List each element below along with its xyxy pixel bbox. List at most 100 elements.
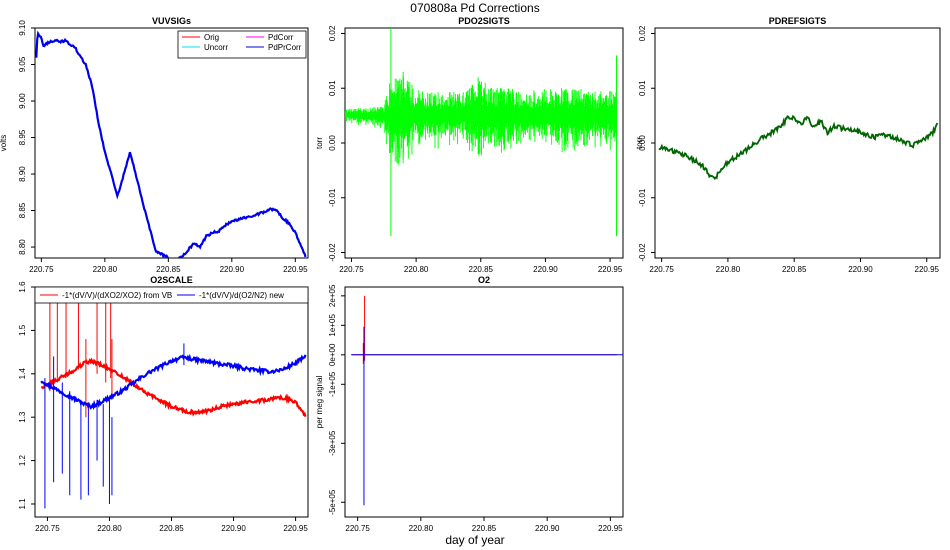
- plot-area: [345, 28, 618, 237]
- y-tick-label: 8.95: [18, 129, 27, 145]
- x-tick-label: 220.80: [93, 265, 118, 274]
- y-tick-label: -0.01: [638, 188, 647, 207]
- legend-box: [34, 286, 309, 304]
- x-tick-label: 220.90: [221, 524, 246, 533]
- plot-frame: [654, 27, 941, 259]
- y-axis-label: torr: [315, 137, 324, 149]
- series-1: [351, 295, 617, 364]
- x-tick-label: 220.80: [716, 265, 741, 274]
- x-tick-label: 220.90: [535, 524, 560, 533]
- legend: -1*(dV/V)/(dXO2/XO2) from VB -1*(dV/V)/d(…: [34, 286, 309, 304]
- legend-label: Orig: [204, 33, 219, 42]
- y-tick-label: 1.3: [18, 411, 27, 423]
- y-tick-label: 0.02: [638, 25, 647, 41]
- legend-box: [177, 30, 307, 59]
- x-tick-label: 220.90: [848, 265, 873, 274]
- y-tick-label: 0.01: [638, 80, 647, 96]
- y-tick-label: 9.10: [18, 20, 27, 36]
- y-axis-label: torr: [635, 137, 644, 149]
- series-2: [40, 343, 307, 509]
- series-line: [658, 114, 939, 181]
- x-tick-label: 220.75: [649, 265, 674, 274]
- y-tick-label: -1e+05: [328, 371, 337, 397]
- y-tick-label: 0e+00: [328, 343, 337, 366]
- x-tick-label: 220.75: [345, 524, 370, 533]
- series-line: [40, 357, 307, 418]
- y-axis-label: volts: [0, 135, 8, 151]
- legend-label: Uncorr: [204, 43, 228, 52]
- series-1: [658, 114, 939, 181]
- chart-title: PDO2SIGTS: [458, 16, 510, 26]
- y-tick-label: 8.80: [18, 239, 27, 255]
- y-tick-label: 1.6: [18, 281, 27, 293]
- panel-pdrefsigts: PDREFSIGTS 220.75 220.80 220.85 220.90 220.95…: [635, 16, 941, 274]
- chart-title: VUVSIGs: [152, 16, 191, 26]
- y-tick-label: 1.5: [18, 324, 27, 336]
- y-tick-label: 9.00: [18, 93, 27, 109]
- y-tick-label: 0.01: [328, 80, 337, 96]
- panel-pdo2sigts: PDO2SIGTS 220.75 220.80 220.85 220.90 220.95 -…: [315, 16, 624, 274]
- series-2: [351, 326, 623, 506]
- page-title: 070808a Pd Corrections: [410, 1, 539, 15]
- y-tick-label: 0.02: [328, 25, 337, 41]
- x-tick-label: 220.95: [915, 265, 940, 274]
- chart-title: O2SCALE: [150, 275, 193, 285]
- plot-area: [35, 30, 307, 258]
- x-tick-label: 220.95: [283, 524, 308, 533]
- series-1: [40, 287, 307, 418]
- y-tick-label: 8.85: [18, 202, 27, 218]
- legend: Orig PdCorr Uncorr PdPrCorr: [177, 30, 307, 59]
- x-tick-label: 220.95: [283, 265, 308, 274]
- y-tick-label: 1e+05: [328, 314, 337, 337]
- legend-label: -1*(dV/V)/(dXO2/XO2) from VB: [62, 291, 172, 300]
- plot-area: [40, 287, 307, 509]
- y-tick-label: 2e+05: [328, 284, 337, 307]
- y-tick-label: 0.00: [328, 135, 337, 151]
- y-tick-label: 1.1: [18, 498, 27, 510]
- x-tick-label: 220.95: [598, 265, 623, 274]
- x-tick-label: 220.80: [97, 524, 122, 533]
- legend-label: -1*(dV/V)/d(O2/N2) new: [199, 291, 284, 300]
- y-tick-label: -5e+05: [328, 489, 337, 515]
- series-1: [35, 30, 307, 258]
- y-tick-label: 0.00: [638, 135, 647, 151]
- y-tick-label: 8.90: [18, 166, 27, 182]
- y-tick-label: -0.02: [328, 243, 337, 262]
- x-tick-label: 220.85: [156, 265, 181, 274]
- plot-area: [351, 295, 623, 506]
- x-tick-label: 220.75: [339, 265, 364, 274]
- y-tick-label: -3e+05: [328, 430, 337, 456]
- y-tick-label: 1.4: [18, 368, 27, 380]
- y-tick-label: 9.05: [18, 56, 27, 72]
- y-tick-label: -0.02: [638, 243, 647, 262]
- legend-label: PdCorr: [268, 33, 294, 42]
- plot-frame: [34, 27, 309, 259]
- x-tick-label: 220.95: [598, 524, 623, 533]
- x-tick-label: 220.90: [220, 265, 245, 274]
- x-tick-label: 220.85: [472, 524, 497, 533]
- x-tick-label: 220.75: [35, 524, 60, 533]
- chart-title: O2: [478, 275, 490, 285]
- series-line: [40, 353, 307, 411]
- panel-vuvsigs: VUVSIGs 220.75 220.80 220.85 220.90 220.95 8.8…: [0, 16, 309, 274]
- plot-frame: [344, 286, 624, 518]
- x-tick-label: 220.80: [404, 265, 429, 274]
- panel-o2: O2 220.75 220.80 220.85 220.90 220.95 -5e+05 -3…: [315, 275, 624, 533]
- x-axis-label: day of year: [445, 533, 504, 547]
- plot-area: [658, 114, 939, 181]
- panel-o2scale: O2SCALE 220.75 220.80 220.85 220.90 220.95 1.1…: [18, 275, 309, 533]
- x-tick-label: 220.80: [409, 524, 434, 533]
- x-tick-label: 220.85: [782, 265, 807, 274]
- series-1: [345, 28, 618, 237]
- chart-title: PDREFSIGTS: [769, 16, 827, 26]
- x-tick-label: 220.75: [29, 265, 54, 274]
- y-tick-label: -0.01: [328, 188, 337, 207]
- y-tick-label: 1.2: [18, 454, 27, 466]
- series-line: [35, 30, 307, 258]
- x-tick-label: 220.85: [469, 265, 494, 274]
- x-tick-label: 220.90: [533, 265, 558, 274]
- legend-label: PdPrCorr: [268, 43, 302, 52]
- y-axis-label: per meg signal: [315, 376, 324, 429]
- x-tick-label: 220.85: [159, 524, 184, 533]
